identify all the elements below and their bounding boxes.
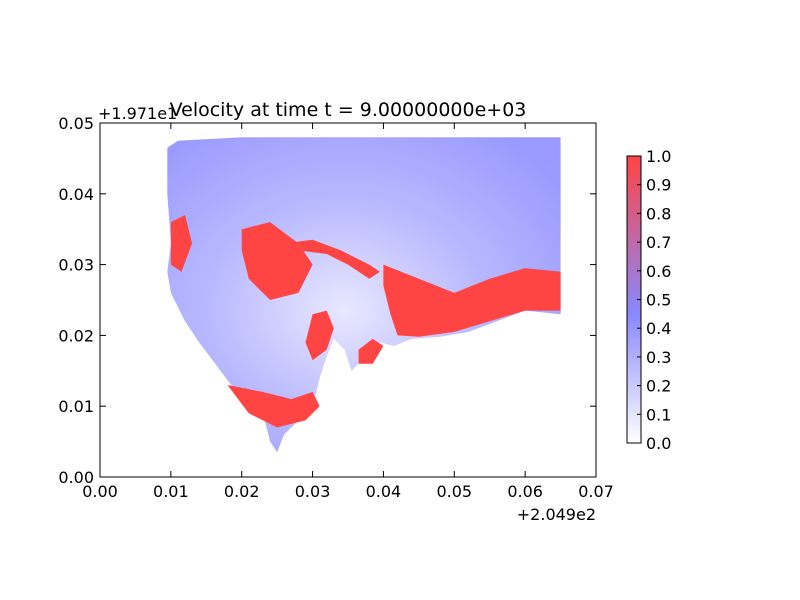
x-tick-label: 0.05 [436, 482, 472, 501]
colorbar-tick-label: 1.0 [646, 147, 671, 166]
colorbar-tick-label: 0.5 [646, 291, 671, 310]
chart-title: Velocity at time t = 9.00000000e+03 [170, 99, 527, 121]
colorbar: 0.0 0.1 0.2 0.3 0.4 0.5 0.6 0.7 0.8 0.9 1.0 [626, 147, 671, 453]
high-velocity-region-5 [170, 215, 193, 272]
y-tick-label: 0.03 [58, 256, 94, 275]
plot-area [167, 137, 561, 453]
x-tick-label: 0.01 [153, 482, 189, 501]
colorbar-tick-label: 0.1 [646, 405, 671, 424]
y-tick-label: 0.05 [58, 114, 94, 133]
high-velocity-region-0 [241, 222, 313, 300]
colorbar-tick-label: 0.9 [646, 176, 671, 195]
x-tick-label: 0.06 [507, 482, 543, 501]
high-velocity-region-2 [284, 239, 380, 279]
colorbar-tick-label: 0.0 [646, 434, 671, 453]
high-velocity-region-4 [305, 310, 334, 361]
y-tick-label: 0.00 [58, 468, 94, 487]
colorbar-tick-label: 0.3 [646, 348, 671, 367]
y-offset-text: +1.971e1 [98, 104, 177, 123]
x-axis-ticks: 0.00 0.01 0.02 0.03 0.04 0.05 0.06 0.07 [82, 123, 614, 501]
x-offset-text: +2.049e2 [517, 505, 596, 524]
x-tick-label: 0.04 [366, 482, 402, 501]
velocity-field-domain [167, 137, 561, 453]
colorbar-tick-label: 0.8 [646, 204, 671, 223]
high-velocity-region-3 [227, 385, 320, 428]
colorbar-ticks: 0.0 0.1 0.2 0.3 0.4 0.5 0.6 0.7 0.8 0.9 1.0 [637, 147, 671, 453]
axes-frame [99, 122, 597, 478]
x-tick-label: 0.00 [82, 482, 118, 501]
x-tick-label: 0.03 [295, 482, 331, 501]
y-axis-ticks: 0.00 0.01 0.02 0.03 0.04 0.05 [58, 114, 596, 487]
x-tick-label: 0.02 [224, 482, 260, 501]
colorbar-tick-label: 0.6 [646, 262, 671, 281]
y-tick-label: 0.01 [58, 397, 94, 416]
high-velocity-region-6 [358, 338, 384, 364]
y-tick-label: 0.02 [58, 326, 94, 345]
colorbar-tick-label: 0.7 [646, 233, 671, 252]
y-tick-label: 0.04 [58, 185, 94, 204]
colorbar-tick-label: 0.4 [646, 319, 671, 338]
x-tick-label: 0.07 [578, 482, 614, 501]
high-velocity-regions [170, 215, 561, 428]
high-velocity-region-1 [383, 264, 561, 337]
colorbar-tick-label: 0.2 [646, 377, 671, 396]
